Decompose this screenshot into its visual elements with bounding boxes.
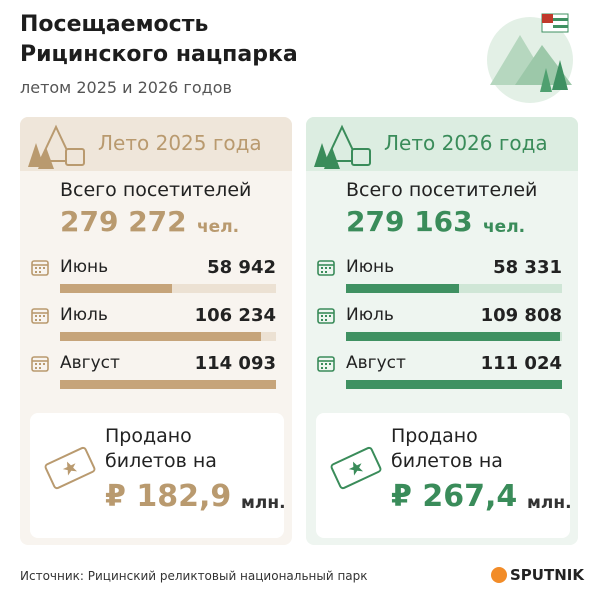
brand-logo [491, 567, 507, 583]
source: Источник: Рицинский реликтовый националь… [20, 569, 368, 583]
card: Лето 2026 года Всего посетителей 279 163 че… [306, 117, 578, 545]
ticket-icon [42, 443, 98, 497]
title-line: Посещаемость [20, 12, 209, 37]
sold-unit: млн. [527, 493, 572, 513]
title-line: Рицинского нацпарка [20, 42, 298, 67]
total-value: 279 272 [60, 205, 187, 238]
calendar-icon [316, 257, 336, 281]
total-label: Всего посетителей [60, 179, 252, 201]
ticket-box: Продано билетов на ₽ 267,4 млн. [316, 413, 572, 538]
calendar-icon [30, 257, 50, 281]
month-value: 106 234 [194, 305, 276, 326]
sold-unit: млн. [241, 493, 286, 513]
month-name: Август [346, 353, 406, 373]
total-unit: чел. [483, 217, 526, 237]
brand: SPUTNIK [510, 566, 584, 584]
card-icon [312, 121, 378, 175]
sold-line: Продано [391, 425, 478, 447]
card-icon [26, 121, 92, 175]
sold-line: билетов на [105, 450, 217, 472]
bar [346, 332, 560, 341]
total-unit: чел. [197, 217, 240, 237]
bar [346, 380, 562, 389]
illustration [487, 13, 573, 103]
month-name: Август [60, 353, 120, 373]
bar [346, 284, 460, 293]
calendar-icon [316, 305, 336, 329]
bar [60, 332, 262, 341]
month-name: Июль [346, 305, 394, 325]
total-value: 279 163 [346, 205, 473, 238]
month-value: 58 942 [207, 257, 276, 278]
month-value: 109 808 [480, 305, 562, 326]
ticket-box: Продано билетов на ₽ 182,9 млн. [30, 413, 286, 538]
card-title: Лето 2026 года [384, 131, 548, 155]
sold-line: Продано [105, 425, 192, 447]
bar [60, 380, 276, 389]
total-label: Всего посетителей [346, 179, 538, 201]
bar [60, 284, 172, 293]
month-value: 114 093 [194, 353, 276, 374]
month-value: 58 331 [493, 257, 562, 278]
calendar-icon [316, 353, 336, 377]
subtitle: летом 2025 и 2026 годов [20, 78, 232, 97]
sold-value: ₽ 182,9 [105, 479, 232, 514]
calendar-icon [30, 353, 50, 377]
card-title: Лето 2025 года [98, 131, 262, 155]
ticket-icon [328, 443, 384, 497]
sold-value: ₽ 267,4 [391, 479, 518, 514]
card: Лето 2025 года Всего посетителей 279 272 че… [20, 117, 292, 545]
month-name: Июль [60, 305, 108, 325]
month-name: Июнь [60, 257, 109, 277]
month-name: Июнь [346, 257, 395, 277]
month-value: 111 024 [480, 353, 562, 374]
sold-line: билетов на [391, 450, 503, 472]
calendar-icon [30, 305, 50, 329]
